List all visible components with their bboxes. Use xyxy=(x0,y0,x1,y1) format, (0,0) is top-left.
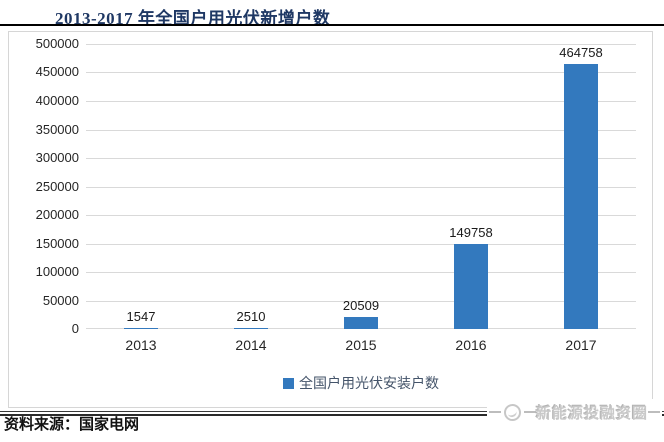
y-axis: 0 50000 100000 150000 200000 250000 300000 3500… xyxy=(23,37,79,336)
gridline xyxy=(86,244,636,245)
watermark-dash xyxy=(523,411,536,413)
legend-label: 全国户用光伏安装户数 xyxy=(299,375,439,391)
bar-2014 xyxy=(234,328,268,329)
x-tick-label: 2014 xyxy=(235,337,267,353)
y-tick-label: 50000 xyxy=(42,293,79,308)
gridline xyxy=(86,101,636,102)
title-underline xyxy=(0,24,664,26)
legend-square-icon xyxy=(283,377,294,389)
y-tick-label: 400000 xyxy=(35,93,79,108)
gridline xyxy=(86,72,636,73)
watermark-dash xyxy=(648,411,660,413)
bar-value-label: 2510 xyxy=(236,309,266,324)
y-tick-label: 0 xyxy=(71,321,79,336)
plot-area: 1547 2510 20509 149758 464758 xyxy=(86,44,636,329)
gridline xyxy=(86,44,636,45)
bar-value-label: 464758 xyxy=(559,45,603,60)
bar-2013 xyxy=(124,328,158,329)
y-tick-label: 100000 xyxy=(35,264,79,279)
chart-title: 2013-2017 年全国户用光伏新增户数 xyxy=(55,9,331,28)
watermark-logo-icon xyxy=(503,403,521,421)
bar-2016 xyxy=(454,244,488,329)
watermark-text: 新能源投融资圈 xyxy=(535,404,648,422)
y-tick-label: 500000 xyxy=(35,36,79,51)
bar-value-label: 149758 xyxy=(449,225,493,240)
gridline xyxy=(86,187,636,188)
x-tick-label: 2015 xyxy=(345,337,377,353)
bar-2015 xyxy=(344,317,378,329)
y-tick-label: 450000 xyxy=(35,64,79,79)
bar-value-label: 20509 xyxy=(342,298,380,313)
gridline xyxy=(86,301,636,302)
gridline xyxy=(86,130,636,131)
source-text: 资料来源：国家电网 xyxy=(4,417,140,433)
y-tick-label: 300000 xyxy=(35,150,79,165)
y-tick-label: 250000 xyxy=(35,179,79,194)
chart-frame: 0 50000 100000 150000 200000 250000 300000 3500… xyxy=(8,31,653,408)
y-tick-label: 150000 xyxy=(35,236,79,251)
gridline xyxy=(86,215,636,216)
x-tick-label: 2013 xyxy=(125,337,157,353)
watermark-dash xyxy=(488,411,501,413)
watermark: 新能源投融资圈 xyxy=(486,399,662,425)
y-tick-label: 200000 xyxy=(35,207,79,222)
gridline xyxy=(86,272,636,273)
legend: 全国户用光伏安装户数 xyxy=(86,373,636,393)
gridline xyxy=(86,158,636,159)
x-tick-label: 2017 xyxy=(565,337,597,353)
bar-value-label: 1547 xyxy=(126,309,156,324)
y-tick-label: 350000 xyxy=(35,122,79,137)
bar-2017 xyxy=(564,64,598,329)
x-axis: 2013 2014 2015 2016 2017 xyxy=(86,337,636,355)
footer-divider xyxy=(0,411,664,416)
x-tick-label: 2016 xyxy=(455,337,487,353)
